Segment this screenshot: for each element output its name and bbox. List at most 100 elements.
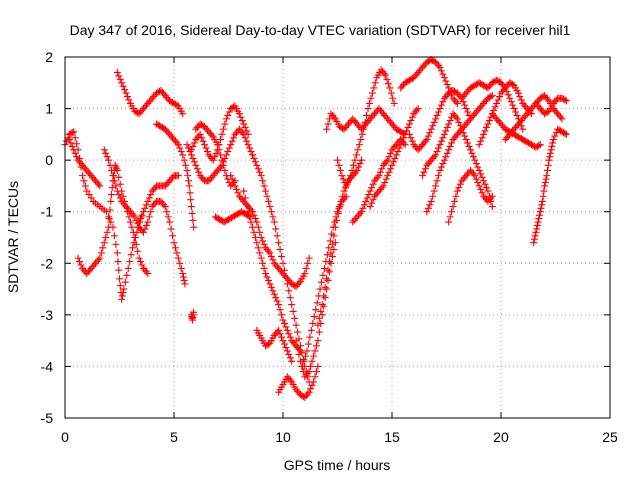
data-point [233, 210, 241, 218]
data-point [427, 156, 435, 164]
data-point [244, 130, 252, 138]
data-point [217, 163, 225, 171]
data-point [305, 388, 313, 396]
data-point [279, 270, 287, 278]
data-point [423, 58, 431, 66]
data-point [448, 208, 456, 216]
data-point [452, 98, 460, 106]
data-point [366, 203, 374, 211]
data-point [390, 99, 398, 107]
data-point [148, 94, 156, 102]
plot-frame [64, 56, 611, 419]
data-point [251, 158, 259, 166]
data-point [248, 223, 256, 231]
data-point [340, 187, 348, 195]
data-point [318, 311, 326, 319]
data-point [259, 177, 267, 185]
data-point [349, 161, 357, 169]
data-series [532, 94, 570, 118]
data-point [302, 264, 310, 272]
data-point [517, 117, 525, 125]
data-series [314, 156, 365, 329]
data-point [361, 118, 369, 126]
data-point [423, 161, 431, 169]
data-point [488, 79, 496, 87]
data-point [299, 393, 307, 401]
data-point [260, 264, 268, 272]
data-point [446, 117, 454, 125]
data-point [551, 98, 559, 106]
data-point [360, 201, 368, 209]
data-point [94, 256, 102, 264]
data-point [509, 101, 517, 109]
data-point [310, 378, 318, 386]
data-point [171, 244, 179, 252]
data-point [245, 212, 253, 220]
data-point [302, 392, 310, 400]
data-point [387, 149, 395, 157]
data-point [228, 137, 236, 145]
data-point [381, 160, 389, 168]
data-point [285, 350, 293, 358]
data-point [433, 148, 441, 156]
data-point [369, 111, 377, 119]
data-point [119, 192, 127, 200]
data-point [520, 136, 528, 144]
data-point [350, 117, 358, 125]
data-point [363, 111, 371, 119]
data-point [225, 215, 232, 223]
data-point [453, 99, 461, 107]
data-point [241, 134, 249, 142]
data-point [325, 244, 333, 252]
data-point [102, 208, 110, 216]
data-point [128, 209, 136, 217]
data-point [161, 182, 169, 190]
data-point [320, 302, 328, 310]
data-point [309, 319, 317, 327]
data-point [423, 136, 431, 144]
data-point [134, 109, 142, 117]
data-point [263, 341, 271, 349]
data-series [458, 76, 527, 133]
data-point [240, 209, 248, 217]
data-point [352, 118, 360, 126]
data-point [135, 218, 143, 226]
data-point [180, 276, 188, 284]
data-point [533, 142, 541, 150]
data-point [230, 178, 238, 186]
data-point [257, 172, 265, 180]
data-point [171, 137, 179, 145]
data-point [430, 187, 438, 195]
data-point [110, 232, 118, 240]
data-point [129, 228, 137, 236]
data-point [303, 347, 311, 355]
data-point [369, 180, 377, 188]
data-point [102, 149, 110, 157]
data-point [243, 137, 251, 145]
data-point [310, 313, 318, 321]
data-point [330, 246, 338, 254]
data-point [512, 108, 520, 116]
data-point [353, 120, 361, 128]
data-point [231, 130, 239, 138]
data-point [464, 87, 472, 95]
data-point [173, 249, 181, 257]
data-point [169, 99, 177, 107]
data-point [436, 63, 444, 71]
data-point [535, 103, 543, 111]
data-point [536, 211, 544, 219]
data-point [445, 218, 453, 226]
data-point [106, 206, 114, 214]
data-point [462, 136, 470, 144]
data-point [510, 125, 518, 133]
data-point [420, 139, 428, 147]
data-point [555, 111, 563, 119]
data-point [137, 213, 145, 221]
data-point [462, 89, 470, 97]
data-point [315, 314, 323, 322]
data-point [230, 212, 238, 220]
data-point [266, 249, 274, 257]
data-point [71, 134, 79, 142]
data-point [144, 218, 152, 226]
data-point [122, 89, 130, 97]
